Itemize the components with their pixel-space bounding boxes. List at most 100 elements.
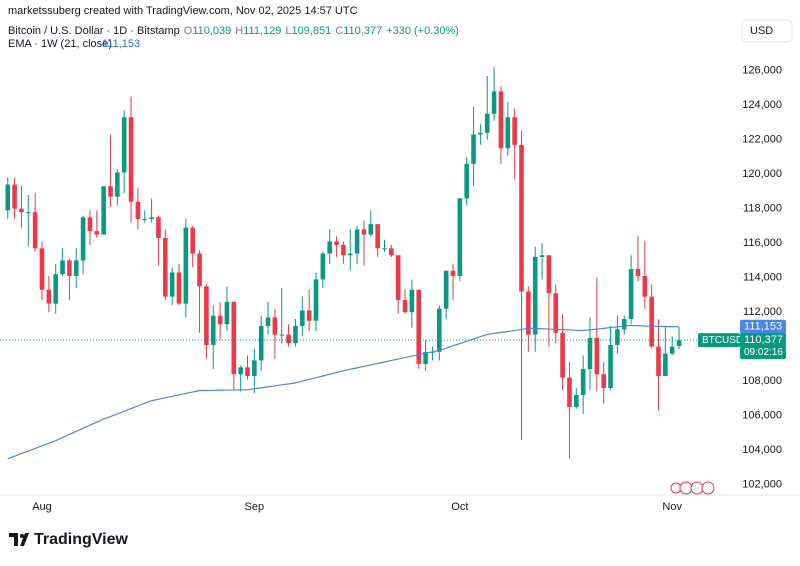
candle-body [389, 248, 394, 256]
ema-tag-label: 111,153 [744, 321, 782, 333]
candle-body [60, 260, 65, 275]
candle-body [245, 367, 250, 376]
ohlc-value: 111,129 [243, 25, 281, 37]
candle-body [149, 217, 154, 220]
candle-body [450, 270, 456, 276]
ema-line [7, 324, 680, 460]
symbol-tag [698, 333, 740, 348]
candle-body [19, 208, 24, 213]
candle-body [635, 269, 641, 276]
candle-body [601, 374, 606, 389]
candle-body [423, 351, 428, 364]
candle-body [471, 134, 476, 164]
candle-body [156, 217, 161, 239]
candle-body [12, 184, 17, 209]
candle-body [163, 238, 168, 297]
candle-body [341, 244, 346, 256]
candle-body [231, 301, 237, 375]
y-tick-label: 124,000 [742, 99, 782, 111]
candle-body [354, 229, 360, 254]
event-icons [670, 481, 715, 495]
candle-body [279, 334, 285, 336]
y-tick-label: 108,000 [742, 375, 782, 387]
candle-body [252, 360, 257, 376]
candle-body [375, 224, 380, 249]
candle-body [368, 224, 374, 235]
candle-body [546, 255, 552, 294]
candle-body [560, 332, 565, 378]
x-tick-label: Sep [245, 501, 265, 513]
candle-body [457, 198, 463, 276]
candle-body [224, 301, 230, 325]
logo: TradingView [9, 531, 129, 548]
y-tick-label: 102,000 [742, 479, 782, 491]
x-tick-label: Aug [32, 501, 52, 513]
ohlc-value: 110,039 [192, 25, 231, 37]
candle-body [628, 269, 634, 320]
candle-body [53, 274, 58, 304]
candle-body [676, 340, 682, 346]
candle-body [608, 344, 613, 389]
candle-body [519, 144, 524, 292]
candle-body [73, 260, 79, 276]
candle-body [347, 253, 353, 256]
ohlc-key: L [285, 25, 291, 37]
currency-box[interactable] [741, 19, 793, 43]
candle-body [197, 253, 202, 287]
y-tick-label: 106,000 [742, 410, 782, 422]
change: +330 (+0.30%) [386, 25, 459, 37]
candle-body [176, 272, 182, 304]
price-tag-label: 110,377 [744, 334, 783, 346]
indicator-value: 111,153 [102, 38, 140, 50]
candle-body [334, 241, 339, 245]
candle-body [46, 289, 52, 304]
currency[interactable]: USD [750, 25, 773, 37]
candle-body [327, 241, 332, 254]
candle-body [498, 91, 504, 149]
candle-body [505, 117, 511, 149]
candle-body [464, 163, 469, 199]
candle-body [204, 286, 209, 345]
candle-body [526, 291, 531, 335]
candle-body [567, 377, 572, 408]
candle-body [416, 289, 422, 364]
candle-body [649, 296, 654, 347]
candle-body [587, 338, 593, 370]
y-tick-label: 126,000 [742, 65, 782, 77]
candle-body [67, 260, 72, 276]
candle-body [121, 117, 127, 173]
candle-body [437, 308, 442, 352]
candle-body [115, 172, 120, 197]
candle-body [532, 256, 538, 335]
candle-body [642, 275, 648, 297]
candle-body [512, 117, 517, 145]
attribution: marketssuberg created with TradingView.c… [8, 5, 358, 17]
candle-body [300, 310, 305, 326]
y-tick-label: 122,000 [742, 134, 782, 146]
candle-body [574, 394, 579, 408]
symbol: Bitcoin / U.S. Dollar · 1D · Bitstamp [8, 25, 180, 37]
candle-body [87, 217, 93, 232]
ohlc-value: 109,851 [292, 25, 332, 37]
candle-body [32, 212, 38, 249]
candle-body [382, 248, 387, 250]
candle-body [210, 315, 216, 345]
symbol-tag-label: BTCUSD [702, 335, 743, 346]
y-tick-label: 114,000 [743, 272, 782, 284]
candle-body [142, 219, 148, 221]
candle-body [395, 255, 401, 301]
candle-body [238, 367, 243, 375]
indicator-name: EMA · 1W (21, close) [8, 38, 112, 50]
candle-body [669, 346, 675, 354]
y-tick-label: 104,000 [742, 444, 782, 456]
candle-body [443, 270, 449, 309]
candle-body [258, 325, 264, 361]
y-tick-label: 118,000 [743, 203, 782, 215]
candle-body [409, 289, 415, 313]
candle-body [108, 186, 113, 197]
candle-body [286, 334, 291, 344]
candle-body [553, 293, 559, 333]
candle-body [361, 229, 367, 235]
candle-body [478, 132, 483, 135]
